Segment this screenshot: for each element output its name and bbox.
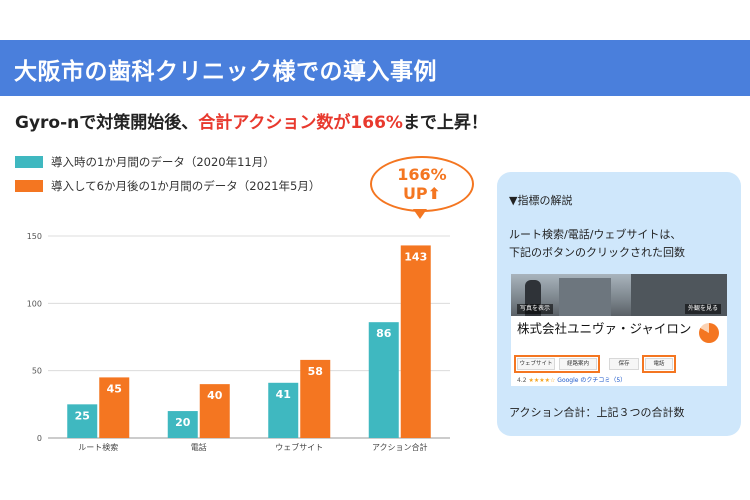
rating-score: 4.2	[517, 377, 527, 384]
x-tick-label: ルート検索	[78, 442, 118, 452]
legend-label-before: 導入時の1か月間のデータ（2020年11月）	[51, 155, 275, 169]
legend-item-before: 導入時の1か月間のデータ（2020年11月）	[15, 150, 320, 174]
directions-button[interactable]: 経路案内	[559, 358, 597, 370]
panel-heading: ▼指標の解説	[509, 194, 573, 207]
website-button[interactable]: ウェブサイト	[517, 358, 555, 370]
bar	[199, 384, 230, 438]
storefront-photo: 写真を表示 外観を見る	[511, 274, 727, 316]
data-label: 25	[75, 409, 90, 422]
call-button[interactable]: 電話	[645, 358, 673, 370]
callout-up: UP⬆	[402, 184, 442, 203]
data-label: 58	[308, 365, 323, 378]
data-label: 45	[107, 382, 122, 395]
page-title: 大阪市の歯科クリニック様での導入事例	[14, 59, 437, 85]
panel-desc-line1: ルート検索/電話/ウェブサイトは、	[509, 228, 682, 241]
x-tick-label: ウェブサイト	[275, 442, 323, 452]
x-tick-label: 電話	[191, 442, 207, 452]
bar	[400, 245, 431, 438]
bar	[268, 382, 299, 438]
headline-prefix: Gyro-nで対策開始後、	[15, 113, 199, 133]
bar-chart: 0 50 100 150 25 45 ルート検索 20 40 電話 41 58 ウェブサイト 86 143 ア…	[27, 232, 450, 452]
data-label: 86	[376, 327, 392, 340]
bar	[167, 411, 198, 438]
photo-building	[559, 278, 611, 316]
legend-swatch-before	[15, 156, 43, 168]
rating-row: 4.2 ★★★★☆ Google のクチコミ（5）	[517, 375, 626, 384]
bar	[300, 359, 331, 438]
bar	[67, 404, 98, 438]
legend-item-after: 導入して6か月後の1か月間のデータ（2021年5月）	[15, 174, 320, 198]
panel-description: ルート検索/電話/ウェブサイトは、 下記のボタンのクリックされた回数	[509, 226, 685, 262]
save-button[interactable]: 保存	[609, 358, 639, 370]
panel-footer: アクション合計：上記３つの合計数	[509, 406, 685, 419]
headline: Gyro-nで対策開始後、合計アクション数が166%まで上昇！	[15, 108, 488, 133]
callout-percent: 166%	[397, 165, 447, 184]
legend-swatch-after	[15, 180, 43, 192]
highlight-box	[514, 355, 600, 373]
data-label: 143	[404, 250, 427, 263]
data-label: 41	[276, 388, 291, 401]
y-tick-label: 50	[32, 367, 42, 376]
exterior-view-button[interactable]: 外観を見る	[684, 304, 721, 314]
company-name: 株式会社ユニヴァ・ジャイロン	[517, 321, 692, 336]
data-label: 20	[175, 416, 191, 429]
y-tick-label: 150	[27, 232, 42, 241]
legend-label-after: 導入して6か月後の1か月間のデータ（2021年5月）	[51, 179, 321, 193]
chart-legend: 導入時の1か月間のデータ（2020年11月） 導入して6か月後の1か月間のデータ…	[15, 150, 320, 198]
growth-callout: 166% UP⬆	[370, 156, 474, 212]
x-tick-label: アクション合計	[372, 442, 428, 452]
panel-desc-line2: 下記のボタンのクリックされた回数	[509, 246, 685, 259]
data-label: 40	[207, 389, 223, 402]
reviews-link[interactable]: Google のクチコミ（5）	[557, 377, 627, 384]
callout-tail	[413, 209, 427, 219]
title-bar: 大阪市の歯科クリニック様での導入事例	[0, 40, 750, 96]
headline-highlight: 合計アクション数が166%	[198, 113, 403, 133]
rating-stars: ★★★★☆	[528, 377, 556, 384]
company-logo	[699, 323, 719, 343]
bar	[368, 322, 399, 438]
headline-suffix: まで上昇！	[402, 113, 488, 133]
explanation-panel: ▼指標の解説 ルート検索/電話/ウェブサイトは、 下記のボタンのクリックされた回…	[497, 172, 741, 436]
bar	[99, 377, 130, 438]
y-tick-label: 100	[27, 299, 42, 308]
photo-show-button[interactable]: 写真を表示	[517, 304, 554, 314]
y-tick-label: 0	[37, 434, 42, 443]
business-profile-card: 写真を表示 外観を見る 株式会社ユニヴァ・ジャイロン ウェブサイト 経路案内 保…	[511, 274, 727, 386]
highlight-box	[642, 355, 676, 373]
